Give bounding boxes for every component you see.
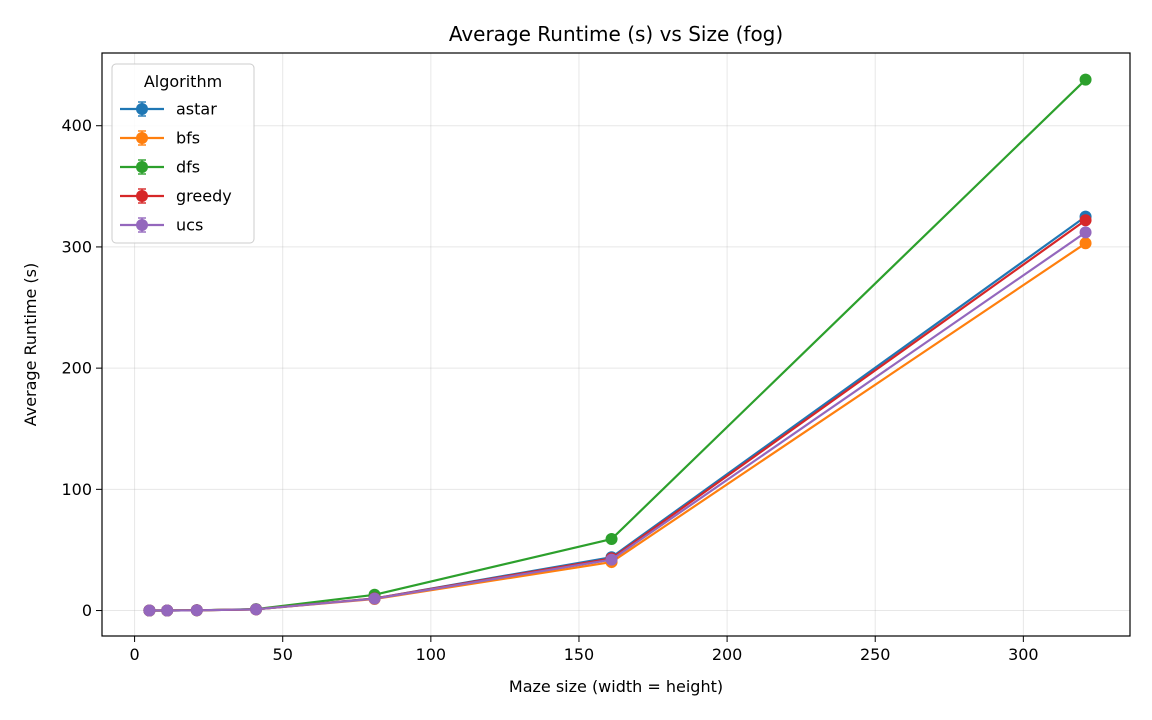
series-line-astar	[149, 215, 1087, 612]
series-dfs	[143, 73, 1092, 617]
legend-item-astar: astar	[120, 100, 217, 119]
data-point-dfs	[1079, 73, 1092, 86]
legend-marker	[136, 219, 148, 231]
data-point-ucs	[368, 592, 381, 605]
x-tick-label: 0	[129, 645, 139, 664]
y-tick-label: 300	[61, 237, 92, 256]
y-tick-label: 200	[61, 359, 92, 378]
data-point-bfs	[1079, 237, 1092, 250]
legend-label: dfs	[176, 158, 200, 177]
legend-item-greedy: greedy	[120, 187, 232, 206]
y-tick-label: 400	[61, 116, 92, 135]
x-tick-label: 150	[564, 645, 595, 664]
y-axis-label: Average Runtime (s)	[21, 263, 40, 427]
legend-marker	[136, 161, 148, 173]
data-point-greedy	[1079, 214, 1092, 227]
x-tick-label: 200	[712, 645, 743, 664]
legend: Algorithm astar bfs dfs greedy ucs	[111, 63, 255, 244]
legend-item-ucs: ucs	[120, 216, 203, 235]
data-point-ucs	[605, 553, 618, 566]
legend-item-bfs: bfs	[120, 129, 200, 148]
legend-label: astar	[176, 100, 217, 119]
legend-label: ucs	[176, 216, 203, 235]
plot-frame	[101, 52, 1131, 637]
data-point-ucs	[1079, 226, 1092, 239]
grid	[102, 53, 1130, 636]
x-tick-label: 250	[860, 645, 891, 664]
legend-marker	[136, 132, 148, 144]
ticks: 0 50 100 150 200 250 300 0 100 200 300 400	[61, 116, 1038, 664]
legend-marker	[136, 103, 148, 115]
legend-label: bfs	[176, 129, 200, 148]
series-line-dfs	[149, 78, 1087, 612]
x-tick-label: 100	[416, 645, 447, 664]
series-ucs	[143, 226, 1092, 617]
y-tick-label: 0	[82, 601, 92, 620]
data-point-ucs	[143, 604, 156, 617]
x-tick-label: 300	[1008, 645, 1039, 664]
x-tick-label: 50	[273, 645, 293, 664]
x-axis-label: Maze size (width = height)	[509, 677, 723, 696]
legend-title: Algorithm	[144, 72, 222, 91]
legend-item-dfs: dfs	[120, 158, 200, 177]
legend-label: greedy	[176, 187, 232, 206]
y-tick-label: 100	[61, 480, 92, 499]
data-point-ucs	[190, 604, 203, 617]
chart-title: Average Runtime (s) vs Size (fog)	[449, 22, 783, 46]
data-point-ucs	[250, 603, 263, 616]
legend-items: astar bfs dfs greedy ucs	[120, 100, 232, 235]
data-point-dfs	[605, 533, 618, 546]
legend-marker	[136, 190, 148, 202]
data-point-ucs	[161, 604, 174, 617]
series-layer	[143, 73, 1092, 617]
